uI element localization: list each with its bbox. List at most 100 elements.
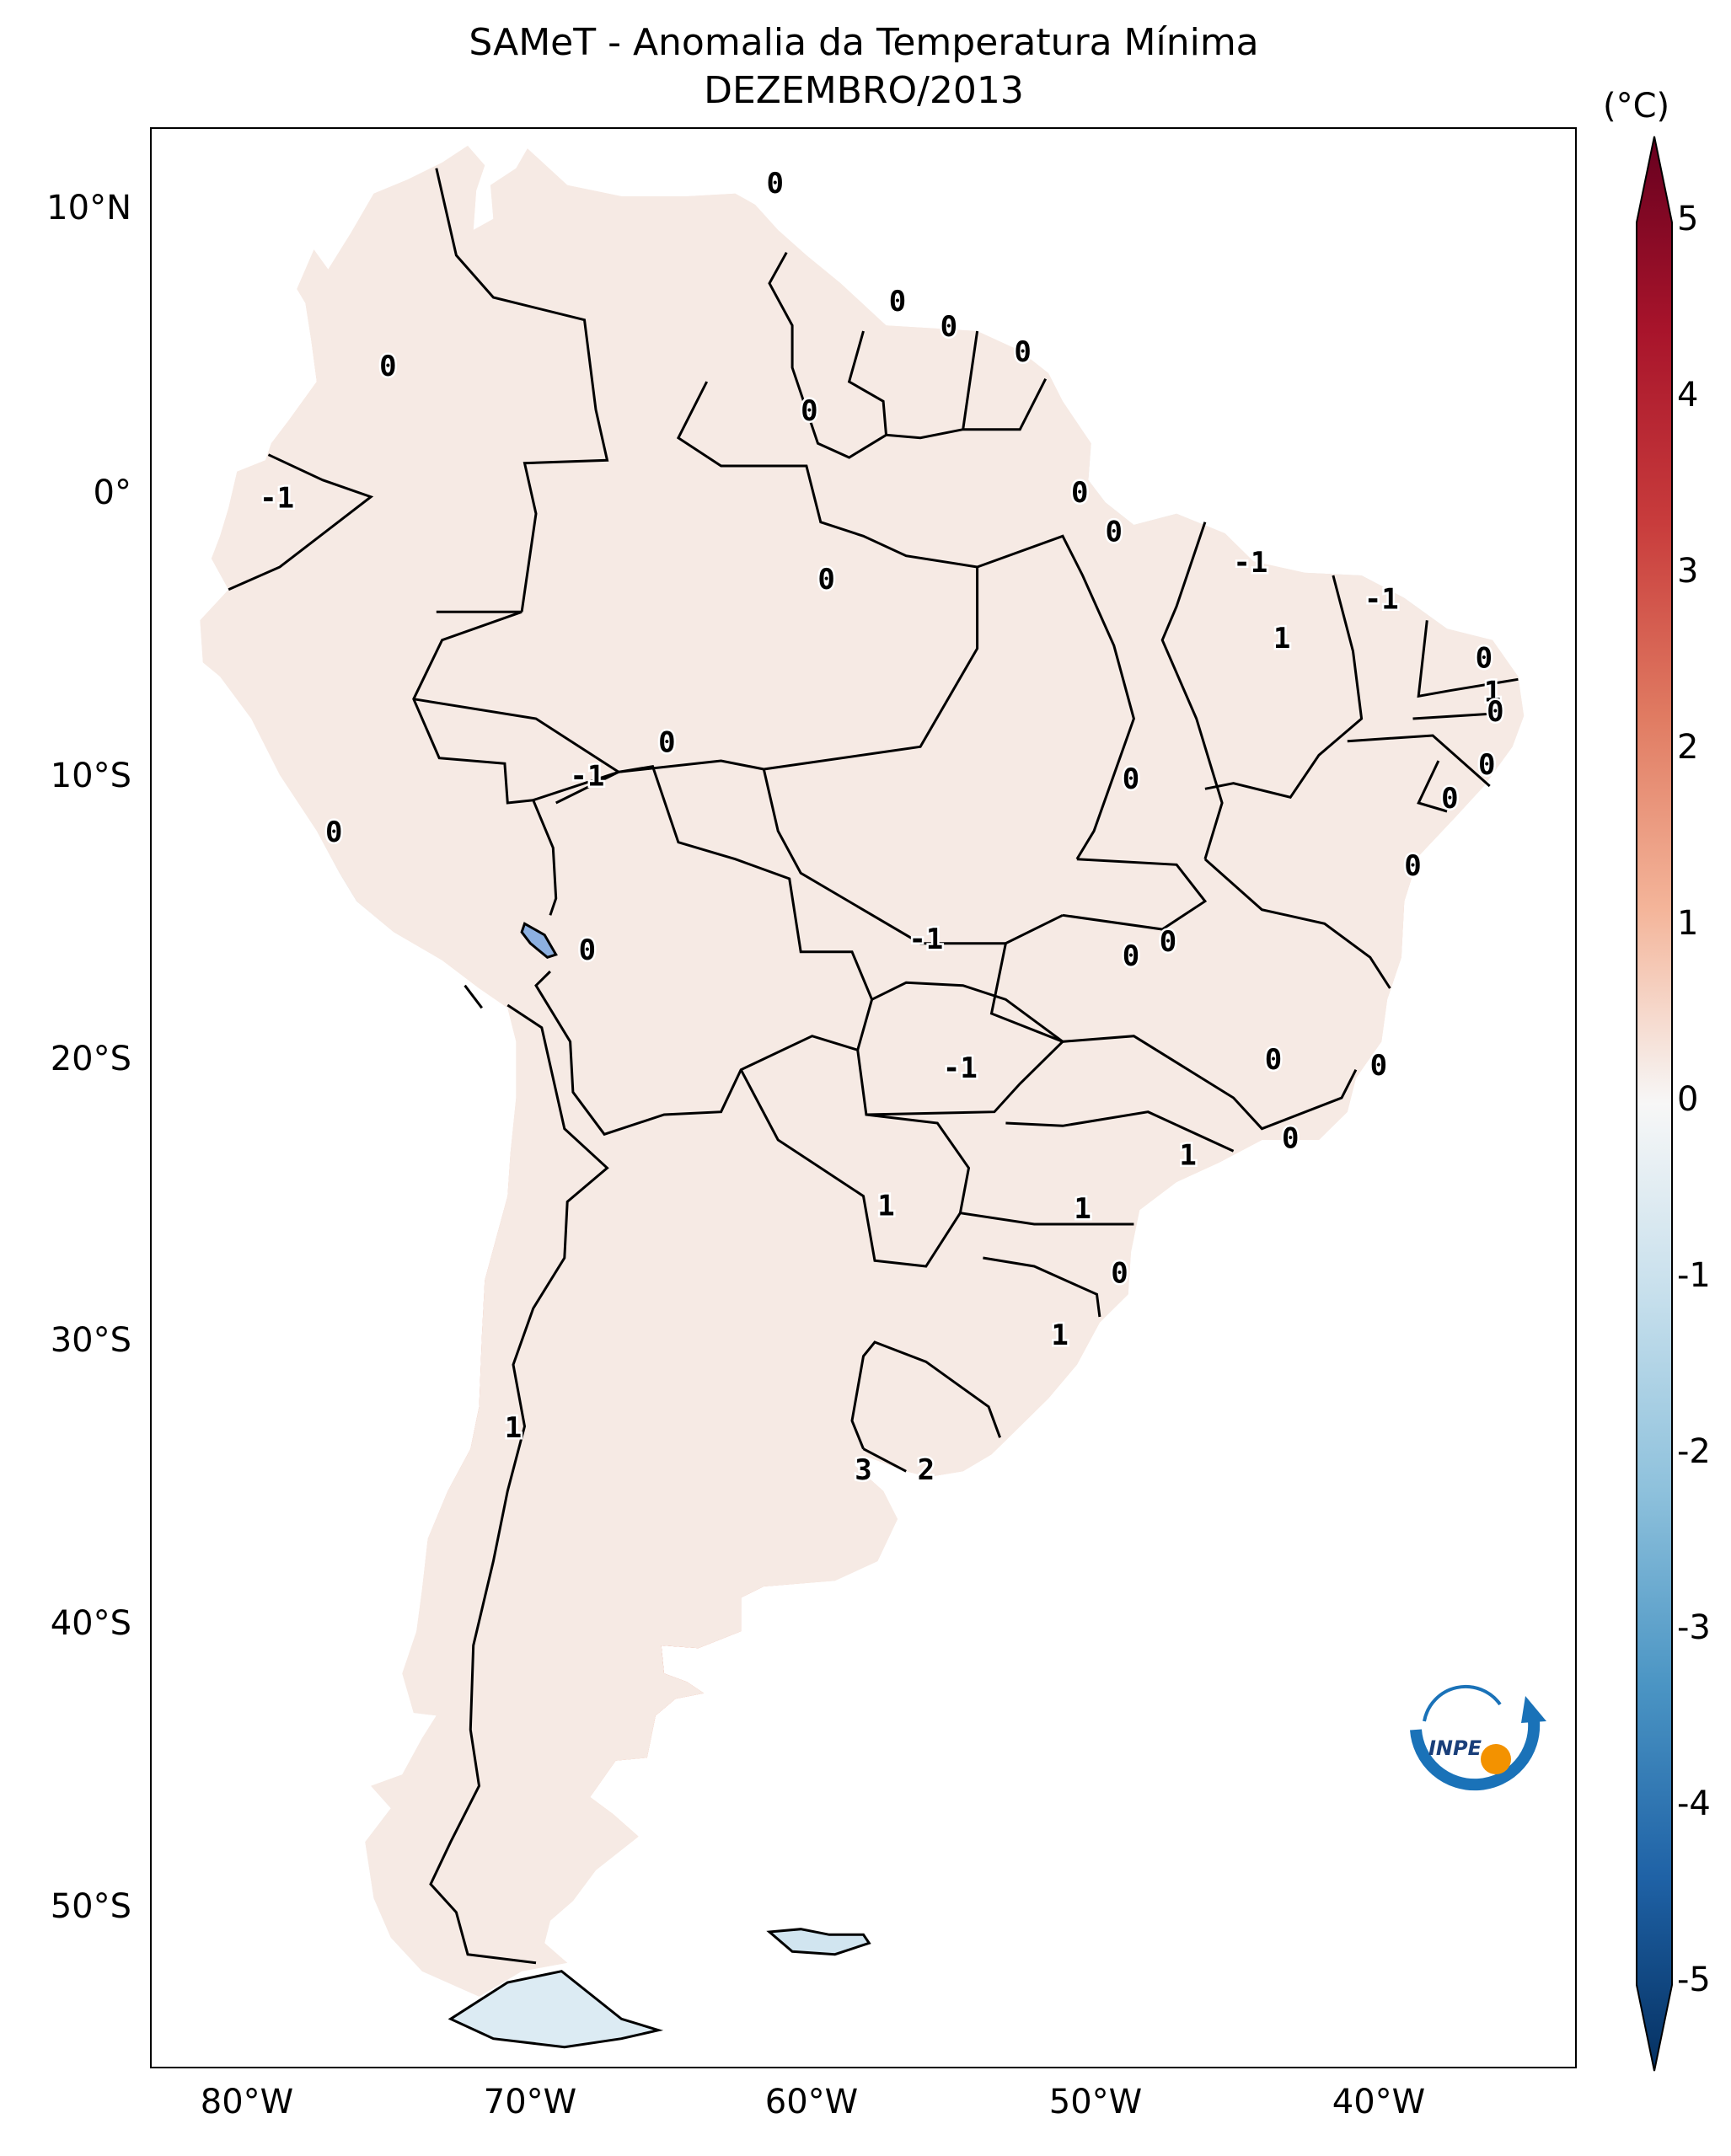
border-line: [435, 168, 609, 613]
contour-label: 0: [325, 816, 342, 849]
colorbar-label: -4: [1677, 1784, 1711, 1823]
border-line: [739, 1050, 971, 1268]
border-line: [850, 1340, 1002, 1450]
contour-label: 1: [505, 1411, 522, 1445]
contour-label: 0: [379, 350, 396, 383]
colorbar-body: [1636, 136, 1673, 2072]
contour-label: 0: [767, 167, 784, 201]
y-tick-label: 10°N: [46, 189, 131, 227]
contour-label: 0: [889, 285, 906, 318]
contour-label: 1: [1273, 622, 1290, 655]
border-line: [1417, 620, 1519, 698]
colorbar-label: -1: [1677, 1256, 1711, 1295]
border-line: [1204, 575, 1364, 800]
map-panel[interactable]: 0 0 0 0 0 0 0 0 -1 -1 -1 0 1 0 1 0 0 0 0 0 -1 0 0 -1 0 0 0 0 -1 0 0 1 1 1…: [150, 127, 1577, 2068]
border-line: [1005, 1110, 1235, 1153]
contour-label: 0: [1476, 642, 1493, 676]
colorbar-unit: (°C): [1603, 87, 1670, 126]
contour-label: -1: [943, 1051, 978, 1085]
colorbar-label: 3: [1677, 552, 1699, 591]
border-line: [1160, 522, 1224, 860]
contour-label: 0: [941, 310, 957, 344]
contour-label: 1: [877, 1190, 894, 1223]
contour-label: 3: [855, 1453, 871, 1487]
border-line: [676, 381, 978, 569]
contour-label: -1: [1364, 583, 1399, 617]
country-state-borders: [228, 168, 1519, 1965]
contour-label: 0: [1265, 1043, 1282, 1077]
colorbar: [1636, 136, 1673, 2072]
contour-label: 0: [1478, 748, 1495, 782]
colorbar-label: 1: [1677, 904, 1699, 943]
border-line: [762, 768, 1006, 945]
contour-label: 0: [658, 726, 675, 760]
chart-subtitle: DEZEMBRO/2013: [704, 69, 1024, 112]
x-tick-label: 70°W: [483, 2083, 577, 2121]
contour-label: -1: [570, 760, 604, 794]
border-line: [1412, 711, 1504, 720]
contour-label: 0: [817, 563, 834, 597]
contour-label: -1: [1233, 546, 1267, 580]
border-line: [962, 330, 979, 430]
border-line: [977, 534, 1135, 860]
contour-label: 2: [918, 1453, 935, 1487]
border-line: [228, 453, 374, 591]
border-line: [960, 1212, 1134, 1226]
contour-label: 0: [1111, 1257, 1128, 1291]
border-line: [464, 984, 483, 1009]
contour-label: 0: [1441, 782, 1458, 816]
y-tick-label: 50°S: [50, 1887, 131, 1926]
border-line: [764, 567, 979, 771]
border-line: [847, 330, 887, 436]
x-tick-label: 40°W: [1332, 2083, 1426, 2121]
x-tick-label: 80°W: [200, 2083, 294, 2121]
contour-label: -1: [260, 482, 294, 516]
y-tick-label: 0°: [93, 473, 131, 512]
border-line: [983, 1256, 1101, 1318]
x-tick-label: 50°W: [1048, 2083, 1143, 2121]
colorbar-label: -2: [1677, 1432, 1711, 1471]
contour-label: 0: [1123, 762, 1139, 796]
contour-label: 1: [1179, 1139, 1196, 1173]
contour-label: 1: [1051, 1319, 1068, 1352]
coastline: [198, 144, 1525, 1998]
x-tick-label: 60°W: [764, 2083, 859, 2121]
border-line: [862, 1447, 907, 1473]
contour-label: 0: [1282, 1122, 1299, 1156]
south-america-landmass: [198, 144, 1525, 1998]
contour-label: 0: [1071, 476, 1088, 510]
colorbar-label: 4: [1677, 376, 1699, 415]
contour-label: 0: [1160, 925, 1176, 959]
border-line: [1062, 858, 1208, 931]
colorbar-label: 0: [1677, 1080, 1699, 1119]
contour-label: 0: [1404, 849, 1421, 883]
contour-label: 0: [579, 934, 596, 967]
contour-label: 0: [1106, 516, 1123, 549]
border-line: [768, 251, 1048, 459]
contour-label: 0: [1487, 695, 1503, 729]
y-tick-label: 40°S: [50, 1604, 131, 1643]
contour-label: 1: [1074, 1192, 1091, 1226]
border-line: [866, 981, 1065, 1116]
colorbar-label: 5: [1677, 200, 1699, 238]
border-line: [1347, 734, 1491, 788]
border-line: [989, 913, 1358, 1131]
contour-label: 1: [1484, 676, 1501, 709]
y-tick-label: 30°S: [50, 1321, 131, 1360]
chart-title: SAMeT - Anomalia da Temperatura Mínima: [469, 21, 1259, 64]
inpe-logo-text: INPE: [1428, 1736, 1482, 1760]
y-tick-label: 10°S: [50, 757, 131, 795]
border-line: [533, 759, 764, 802]
tierra-del-fuego: [447, 1970, 664, 2049]
falkland-islands: [766, 1928, 871, 1956]
contour-label: 0: [1014, 335, 1031, 369]
contour-label: 0: [1370, 1049, 1387, 1083]
contour-label: 0: [1123, 939, 1139, 973]
border-line: [412, 610, 558, 916]
y-tick-label: 20°S: [50, 1040, 131, 1078]
colorbar-label: 2: [1677, 728, 1699, 767]
colorbar-label: -3: [1677, 1608, 1711, 1647]
border-line: [413, 698, 619, 773]
